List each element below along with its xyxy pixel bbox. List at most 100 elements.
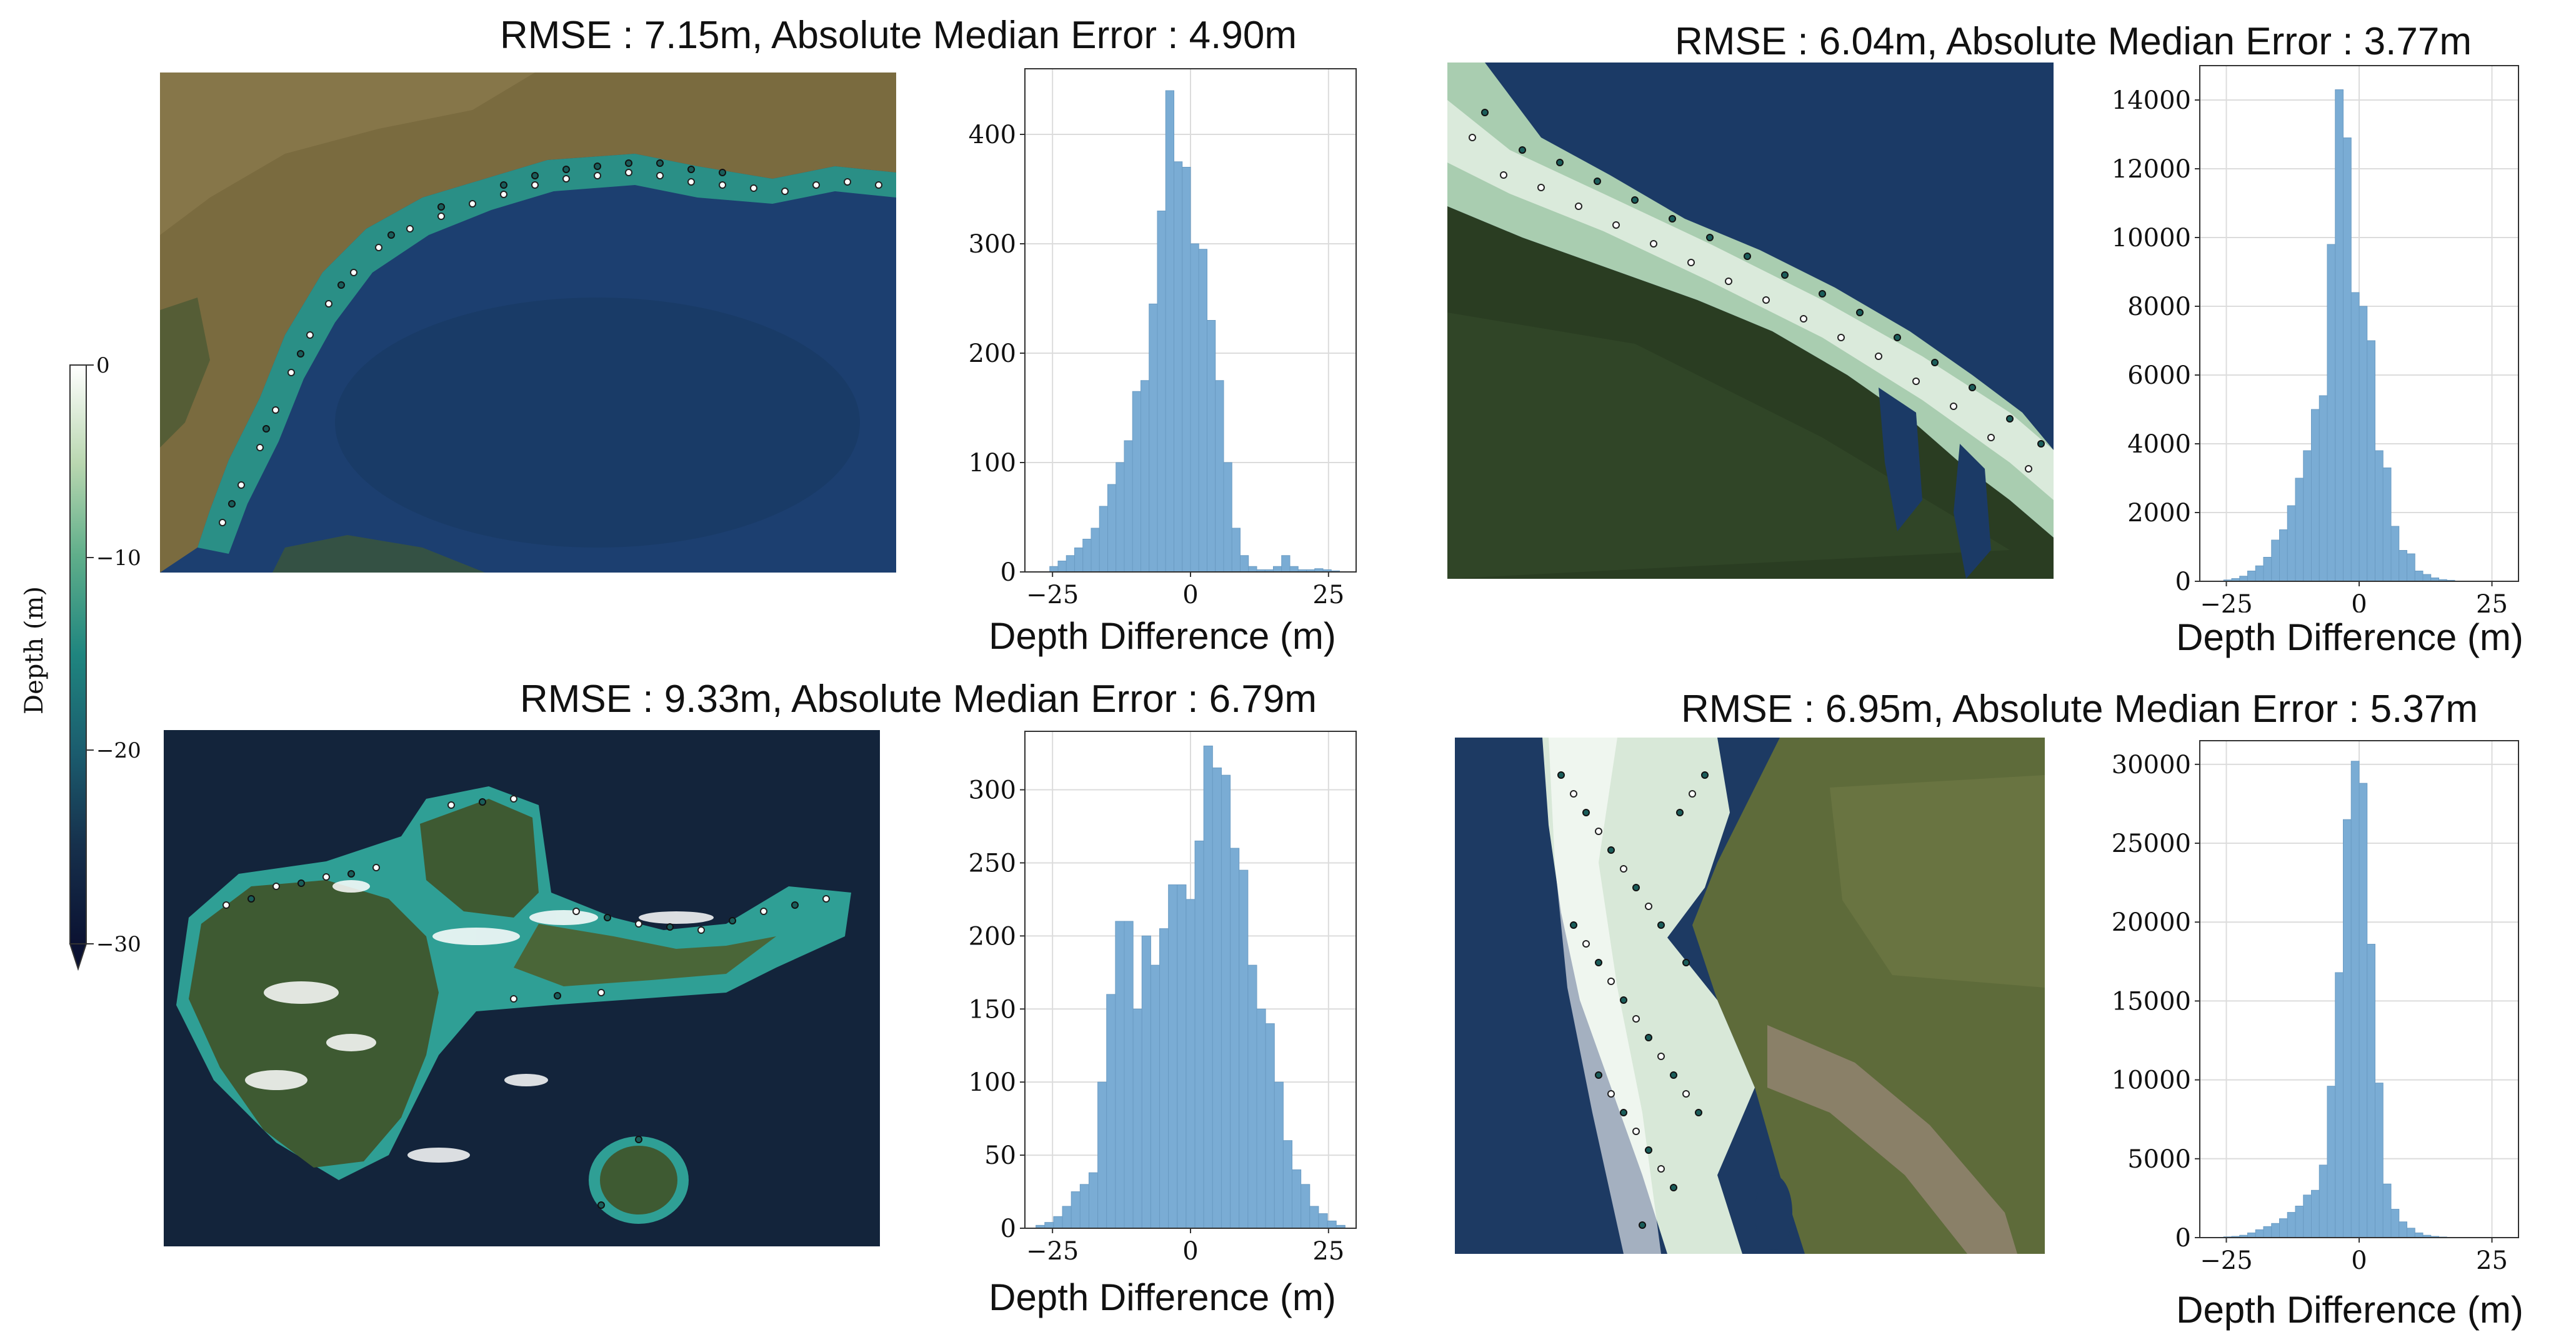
histogram-bar (1049, 566, 1059, 573)
y-tick-label: 0 (2175, 568, 2191, 596)
y-tick-label: 5000 (2127, 1145, 2191, 1174)
histogram-bar (1107, 484, 1117, 573)
histogram-bar (2327, 244, 2336, 582)
colorbar: 0 −10 −20 −30 Depth (m) (0, 338, 144, 981)
histogram-bar (1274, 1081, 1284, 1229)
y-tick-label: 300 (969, 776, 1016, 805)
histogram-bar (1231, 528, 1241, 573)
panel-1-satellite-map (160, 73, 896, 573)
histogram-bar (1239, 869, 1249, 1229)
panel-4-xlabel: Depth Difference (m) (2176, 1289, 2524, 1331)
histogram-bar (1215, 380, 1224, 573)
histogram-bar (1281, 555, 1290, 573)
histogram-bar (1256, 1008, 1266, 1229)
histogram-bar (1300, 1184, 1310, 1229)
colorbar-tick-label: −20 (96, 738, 141, 763)
histogram-bar (2247, 571, 2256, 582)
histogram-bar (1062, 1206, 1072, 1229)
histogram-bar (1091, 528, 1100, 573)
histogram-bar (2367, 944, 2375, 1238)
histogram-bar (2303, 1194, 2312, 1238)
colorbar-svg: 0 −10 −20 −30 (69, 353, 141, 971)
y-tick-label: 200 (969, 922, 1016, 951)
histogram-bar (1212, 767, 1222, 1229)
histogram-bar (1116, 462, 1125, 573)
panel-1-histogram: 0 100 200 300 400 −25 0 25 (969, 68, 1357, 609)
histogram-bar (2382, 468, 2392, 582)
histogram-bar (1182, 167, 1191, 573)
x-tick-label: 25 (1312, 581, 1344, 609)
histogram-bar (2382, 1183, 2392, 1238)
histogram-bar (1309, 1206, 1319, 1229)
histogram-bar (2319, 395, 2328, 582)
histogram-bar (2335, 972, 2344, 1238)
histogram-bar (2255, 565, 2264, 582)
panel-1-map-svg (160, 73, 896, 573)
colorbar-label: Depth (m) (20, 586, 49, 714)
histogram-bar (2327, 1086, 2336, 1238)
histogram-bar (1106, 994, 1116, 1229)
panel-3-map-svg (164, 730, 880, 1246)
histogram-bar (1198, 249, 1207, 573)
histogram-bar (2247, 1232, 2256, 1238)
histogram-bar (2335, 89, 2344, 582)
histogram-bar (2263, 1226, 2272, 1238)
panel-4-histogram: 0 5000 10000 15000 20000 25000 30000 −25 0 25 (2112, 740, 2519, 1275)
panel-3-histogram: 0 50 100 150 200 250 300 −25 0 25 (969, 731, 1357, 1266)
panel-1-xlabel: Depth Difference (m) (989, 615, 1336, 657)
y-tick-label: 10000 (2112, 1066, 2191, 1095)
histogram-bar (1174, 161, 1183, 573)
axes-frame (1024, 68, 1357, 573)
histogram-bar (2271, 539, 2280, 582)
histogram-bar (1194, 840, 1204, 1229)
histogram-bar (1282, 1140, 1293, 1229)
histogram-bar (1327, 1220, 1337, 1229)
histogram-bar (2255, 1229, 2264, 1238)
histogram-bar (1157, 211, 1166, 573)
y-tick-label: 50 (984, 1141, 1016, 1170)
panel-4-title: RMSE : 6.95m, Absolute Median Error : 5.… (1681, 688, 2478, 731)
histogram-bar (1071, 1191, 1081, 1229)
panel-2-xlabel: Depth Difference (m) (2176, 616, 2524, 658)
y-tick-label: 10000 (2112, 224, 2191, 253)
histogram-bar (1177, 884, 1187, 1229)
x-tick-label: 0 (1182, 1237, 1198, 1266)
y-tick-label: 20000 (2112, 908, 2191, 937)
panel-2-histogram: 0 2000 4000 6000 8000 10000 12000 14000 −25 0 25 (2112, 65, 2519, 613)
histogram-bar (2343, 138, 2352, 582)
x-tick-label: 0 (2351, 1246, 2367, 1275)
histogram-bar (2399, 550, 2407, 582)
histogram-bar (1066, 555, 1075, 573)
histogram-bar (2271, 1223, 2280, 1238)
histogram-bar (1230, 848, 1240, 1229)
histogram-bar (1207, 320, 1216, 573)
histogram-bar (1292, 1169, 1302, 1229)
y-tick-label: 250 (969, 849, 1016, 878)
histogram-bar (1124, 921, 1134, 1229)
panel-3-satellite-map (164, 730, 880, 1246)
y-tick-label: 0 (1001, 1214, 1016, 1243)
histogram-bar (2350, 292, 2360, 582)
panel-3-title: RMSE : 9.33m, Absolute Median Error : 6.… (520, 678, 1317, 721)
histogram-bar (2287, 1212, 2296, 1238)
colorbar-tick-label: 0 (96, 353, 110, 378)
panel-4-map-svg (1455, 738, 2045, 1254)
panel-1-title: RMSE : 7.15m, Absolute Median Error : 4.… (500, 14, 1297, 57)
histogram-bar (2375, 1083, 2384, 1238)
histogram-bar (2407, 553, 2415, 582)
histogram-bar (1141, 380, 1150, 573)
land (160, 73, 896, 573)
histogram-bar (2319, 1164, 2328, 1238)
histogram-bar (1044, 1222, 1054, 1229)
histogram-bar (2390, 1209, 2400, 1238)
histogram-bar (1132, 391, 1141, 573)
x-tick-label: 0 (2351, 590, 2367, 613)
x-tick-label: −25 (2200, 1246, 2252, 1275)
histogram-bar (1221, 774, 1231, 1229)
panel-2-title: RMSE : 6.04m, Absolute Median Error : 3.… (1675, 20, 2472, 63)
histogram-bar (2287, 505, 2296, 582)
histogram-bar (1203, 745, 1213, 1229)
histogram-bar (2414, 571, 2424, 582)
histogram-bar (1289, 566, 1299, 573)
histogram-bar (1115, 921, 1125, 1229)
